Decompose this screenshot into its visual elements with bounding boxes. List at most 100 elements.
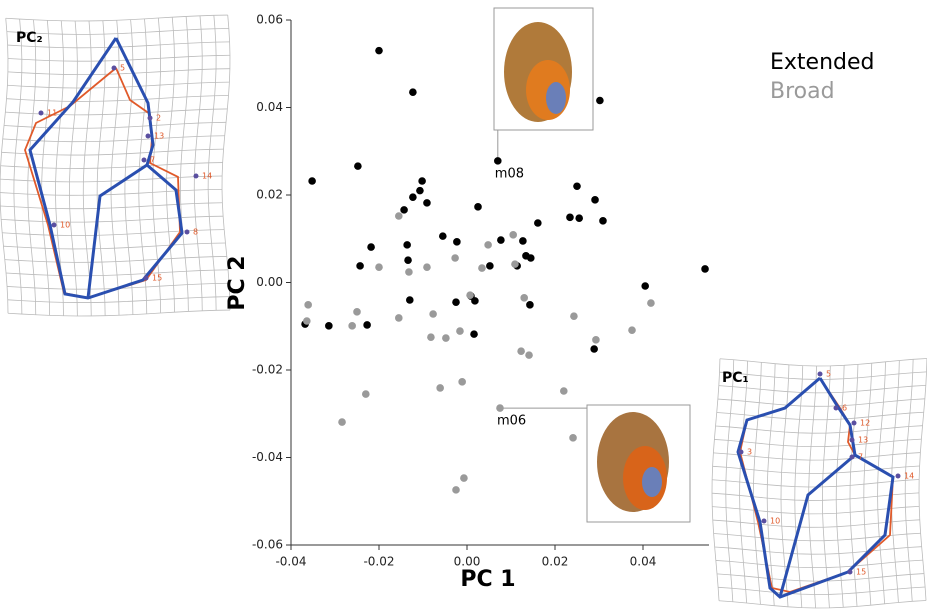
grid-line bbox=[712, 479, 920, 488]
grid-line bbox=[904, 359, 914, 602]
landmark bbox=[184, 229, 190, 235]
point bbox=[460, 474, 468, 482]
landmark bbox=[849, 454, 855, 460]
landmark-label: 10 bbox=[60, 221, 70, 230]
grid-line bbox=[718, 384, 926, 394]
point bbox=[356, 262, 364, 270]
grid-line bbox=[808, 365, 817, 609]
point bbox=[427, 333, 435, 341]
landmark-label: 3 bbox=[747, 448, 752, 457]
landmark-label: 6 bbox=[842, 404, 847, 413]
y-tick-label: -0.04 bbox=[252, 450, 283, 464]
point bbox=[466, 291, 474, 299]
y-tick-label: 0.06 bbox=[256, 13, 283, 27]
point bbox=[423, 263, 431, 271]
landmark bbox=[817, 371, 823, 377]
landmark bbox=[143, 275, 149, 281]
landmark bbox=[895, 473, 901, 479]
point bbox=[486, 262, 494, 270]
point bbox=[534, 219, 542, 227]
point bbox=[362, 390, 370, 398]
point bbox=[474, 203, 482, 211]
point bbox=[560, 387, 568, 395]
inset-pc2 bbox=[0, 14, 231, 317]
grid-line bbox=[717, 398, 925, 407]
point bbox=[429, 310, 437, 318]
landmark-label: 5 bbox=[826, 370, 831, 379]
grid-line bbox=[712, 505, 920, 515]
grid-line bbox=[712, 465, 920, 474]
point bbox=[456, 327, 464, 335]
x-tick-label: -0.02 bbox=[363, 555, 394, 569]
grid-line bbox=[739, 360, 748, 604]
x-axis-label: PC 1 bbox=[460, 567, 515, 592]
landmark-label: 15 bbox=[152, 274, 162, 283]
inset-label: PC₂ bbox=[16, 30, 43, 46]
point bbox=[599, 217, 607, 225]
x-tick-label: 0.04 bbox=[630, 555, 657, 569]
point bbox=[418, 177, 426, 185]
point bbox=[403, 241, 411, 249]
point bbox=[591, 196, 599, 204]
landmark-label: 12 bbox=[860, 419, 870, 428]
point bbox=[497, 236, 505, 244]
point bbox=[573, 182, 581, 191]
point bbox=[439, 232, 447, 240]
point bbox=[353, 308, 361, 316]
grid-line bbox=[714, 438, 922, 448]
grid-line bbox=[766, 363, 776, 606]
x-tick-label: 0.02 bbox=[542, 555, 569, 569]
landmark bbox=[38, 110, 44, 116]
point bbox=[375, 46, 383, 55]
point bbox=[451, 254, 459, 262]
landmark-label: 14 bbox=[904, 472, 914, 481]
grid-line bbox=[711, 492, 920, 501]
point bbox=[517, 347, 525, 355]
grid-line bbox=[753, 362, 762, 605]
point bbox=[569, 434, 577, 442]
grid-line bbox=[863, 363, 873, 606]
grid-line bbox=[221, 15, 231, 311]
point bbox=[628, 326, 636, 334]
landmark-label: 13 bbox=[858, 436, 868, 445]
grid-line bbox=[713, 452, 921, 461]
grid-line bbox=[27, 19, 37, 315]
point bbox=[395, 314, 403, 322]
point bbox=[520, 294, 528, 302]
landmark-label: 15 bbox=[856, 568, 866, 577]
grid-line bbox=[719, 371, 927, 380]
grid-line bbox=[715, 559, 923, 569]
grid-line bbox=[41, 20, 51, 316]
x-tick-label: -0.04 bbox=[275, 555, 306, 569]
point bbox=[303, 317, 311, 325]
point bbox=[509, 231, 517, 239]
point bbox=[338, 418, 346, 426]
landmark-label: 7 bbox=[858, 453, 863, 462]
point bbox=[453, 238, 461, 246]
point bbox=[527, 254, 535, 262]
point bbox=[452, 486, 460, 494]
grid-line bbox=[715, 425, 923, 434]
point bbox=[470, 330, 478, 338]
point bbox=[478, 264, 486, 272]
point bbox=[406, 296, 414, 304]
point bbox=[400, 206, 408, 214]
point bbox=[348, 322, 356, 330]
point bbox=[519, 237, 527, 245]
inset-label: PC₁ bbox=[722, 370, 749, 386]
point bbox=[416, 186, 424, 195]
point bbox=[592, 336, 600, 344]
landmark-label: 2 bbox=[156, 114, 161, 123]
point bbox=[308, 177, 316, 185]
point bbox=[494, 157, 502, 165]
point bbox=[596, 96, 604, 105]
point bbox=[570, 312, 578, 320]
shell-photo-top bbox=[493, 7, 594, 131]
point bbox=[701, 265, 709, 273]
landmark bbox=[111, 65, 117, 71]
grid-line bbox=[918, 358, 927, 601]
point bbox=[575, 214, 583, 222]
grid-line bbox=[82, 20, 92, 316]
grid-line bbox=[166, 17, 175, 313]
point bbox=[367, 243, 375, 251]
